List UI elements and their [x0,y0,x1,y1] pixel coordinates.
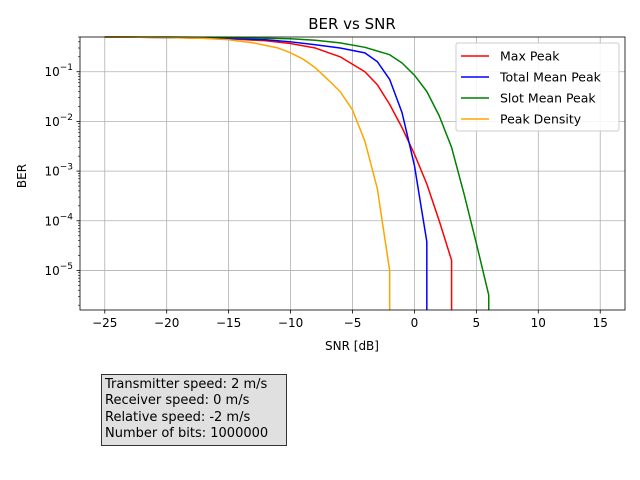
x-tick-label: −10 [278,316,303,330]
y-tick-label: 10−2 [44,113,73,129]
legend-frame [455,42,620,132]
info-transmitter-speed: Transmitter speed: 2 m/s [105,377,268,392]
x-axis-ticks: −25 −20 −15 −10 −5 0 5 10 15 [92,310,608,330]
x-tick-label: −5 [344,316,362,330]
x-tick-label: −15 [216,316,241,330]
y-axis-label: BER [15,164,29,188]
legend-label: Total Mean Peak [499,70,602,85]
x-axis-label: SNR [dB] [325,339,379,353]
y-axis-ticks: 10−5 10−4 10−3 10−2 10−1 [44,36,80,306]
x-tick-label: 5 [473,316,481,330]
info-number-of-bits: Number of bits: 1000000 [105,426,269,442]
x-tick-label: −25 [92,316,117,330]
info-relative-speed: Relative speed: -2 m/s [105,409,251,425]
x-tick-label: 15 [593,316,608,330]
x-tick-label: −20 [154,316,179,330]
simulation-info-box: Transmitter speed: 2 m/s Receiver speed:… [101,374,287,446]
legend-label: Slot Mean Peak [500,91,596,106]
y-tick-label: 10−5 [44,262,73,278]
x-tick-label: 0 [411,316,419,330]
series-line-peak-density [104,36,391,310]
legend-label: Peak Density [500,112,582,127]
y-tick-label: 10−1 [44,63,73,79]
chart-title: BER vs SNR [308,15,396,33]
x-tick-label: 10 [531,316,546,330]
legend: Max Peak Total Mean Peak Slot Mean Peak Pea… [455,42,620,132]
series-line-total-mean-peak [104,36,428,310]
series-layer [104,36,490,310]
y-tick-label: 10−3 [44,163,73,179]
series-line-slot-mean-peak [104,36,490,310]
legend-label: Max Peak [500,49,560,64]
legend-entries: Max Peak Total Mean Peak Slot Mean Peak Pea… [461,49,602,127]
y-tick-label: 10−4 [44,212,73,228]
info-receiver-speed: Receiver speed: 0 m/s [105,393,250,409]
